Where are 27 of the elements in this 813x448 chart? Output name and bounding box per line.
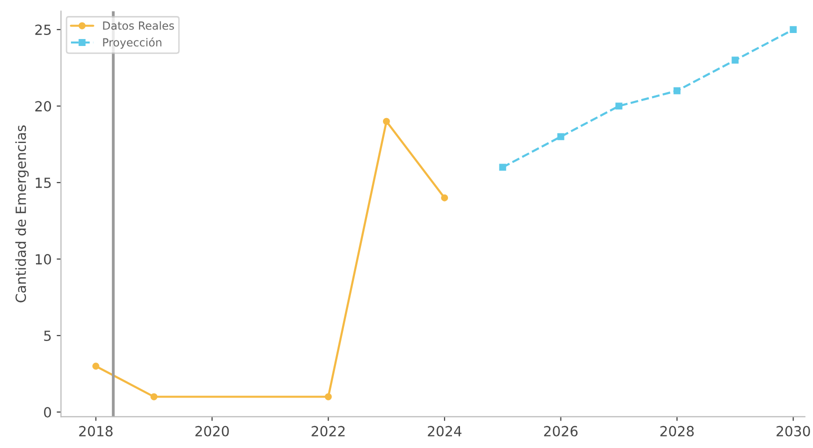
point (441, 194, 448, 202)
x-tick-label: 2026 (544, 426, 578, 436)
y-tick-label: 10 (36, 254, 52, 265)
x-tick-label: 2018 (79, 426, 113, 436)
x-tick-label: 2030 (776, 426, 810, 436)
x-tick-label: 2024 (428, 426, 462, 436)
point (615, 102, 622, 110)
point (92, 362, 100, 370)
y-tick-label: 20 (35, 101, 52, 112)
x-tick-label: 2020 (195, 426, 229, 436)
point (557, 133, 564, 140)
legend-label: Datos Reales (103, 21, 174, 30)
x-tick-label: 2028 (660, 426, 694, 436)
y-tick-label: 15 (36, 178, 51, 188)
y-axis-title: Cantidad de Emergencias (15, 125, 29, 302)
point (382, 118, 390, 125)
point (674, 87, 680, 94)
y-tick-label: 25 (35, 24, 51, 36)
point (499, 164, 506, 171)
point (324, 393, 332, 400)
point (150, 393, 158, 400)
point (732, 56, 739, 64)
point (790, 26, 797, 34)
x-tick-label: 2022 (312, 426, 345, 436)
y-tick-label: 0 (44, 407, 52, 418)
legend-label: Proyección (103, 38, 162, 49)
y-tick-label: 5 (44, 330, 51, 342)
